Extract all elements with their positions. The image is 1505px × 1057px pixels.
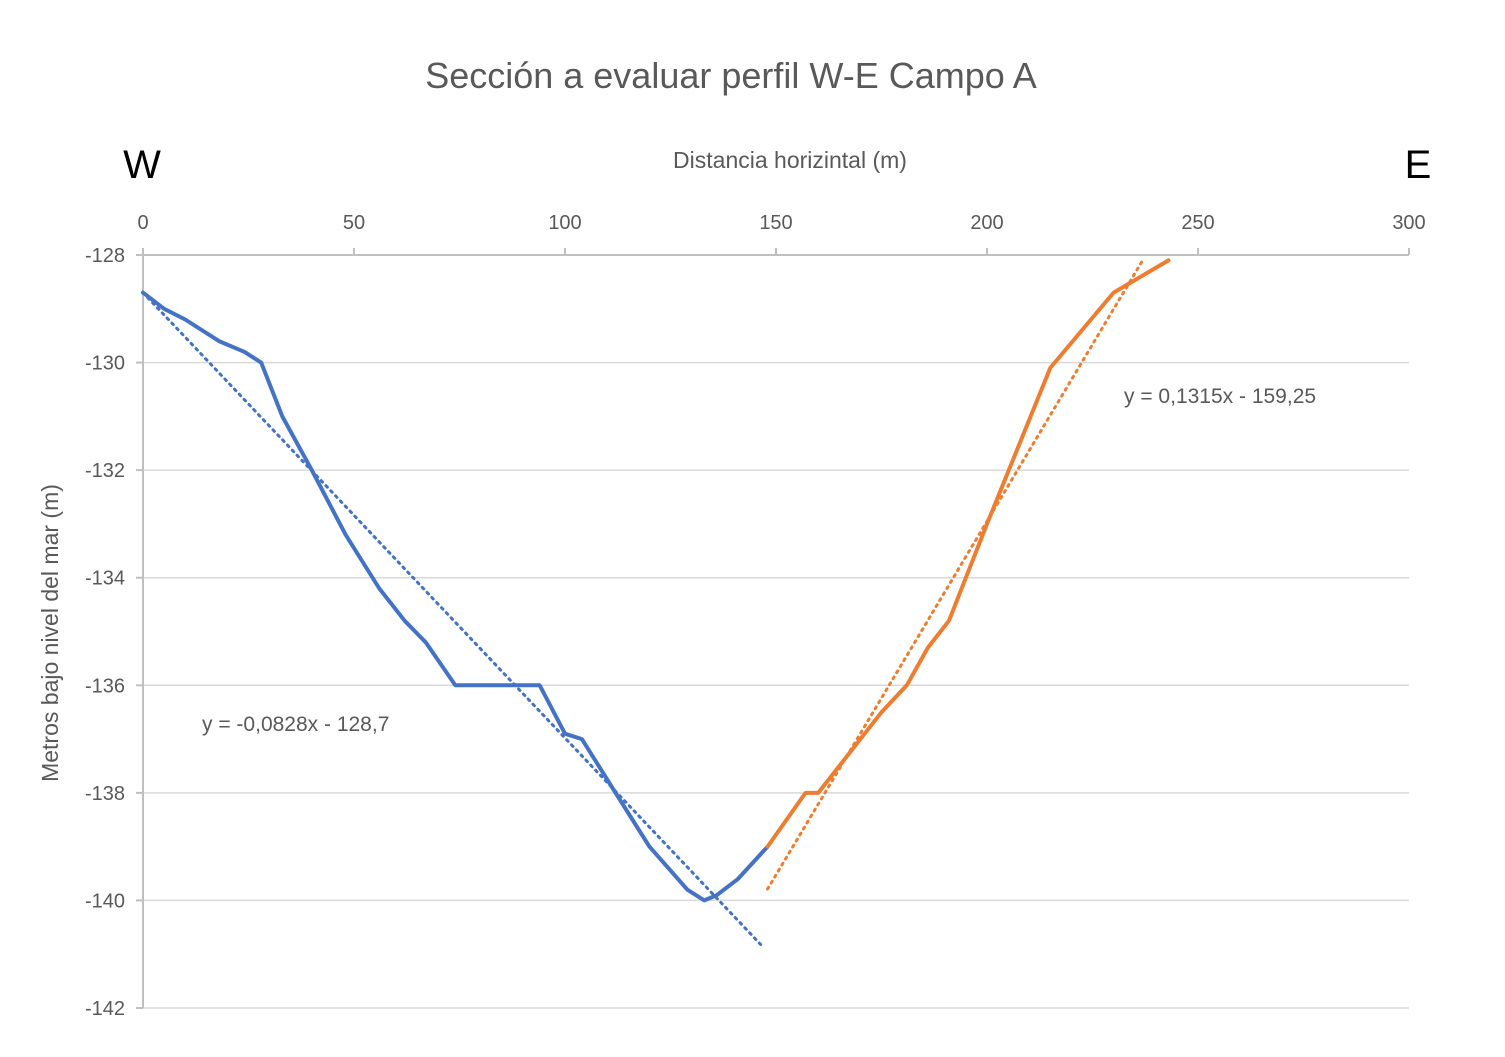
x-tick-label-5: 250 [1181, 212, 1214, 234]
y-axis-title: Metros bajo nivel del mar (m) [37, 484, 63, 782]
x-tick-label-3: 150 [759, 212, 792, 234]
y-tick-labels: -128 -130 -132 -134 -136 -138 -140 -142 [85, 245, 125, 1020]
direction-label-west: W [123, 143, 161, 187]
chart-title: Sección a evaluar perfil W-E Campo A [425, 55, 1037, 96]
axes [136, 248, 1410, 1009]
x-tick-label-6: 300 [1392, 212, 1425, 234]
x-tick-label-4: 200 [970, 212, 1003, 234]
trendline-equation-west: y = -0,0828x - 128,7 [202, 713, 389, 736]
gridlines [143, 361, 1409, 1009]
x-tick-label-1: 50 [343, 212, 365, 234]
y-tick-label-4: -136 [85, 675, 125, 697]
series-lines [141, 258, 1171, 903]
y-tick-label-3: -134 [85, 568, 125, 590]
series-line-1 [765, 258, 1171, 849]
y-tick-label-1: -130 [85, 353, 125, 375]
x-tick-label-2: 100 [548, 212, 581, 234]
y-tick-label-6: -140 [85, 890, 125, 912]
direction-label-east: E [1405, 143, 1432, 187]
y-tick-label-0: -128 [85, 245, 125, 267]
x-tick-labels: 0 50 100 150 200 250 300 [137, 212, 1425, 234]
y-tick-label-7: -142 [85, 998, 125, 1020]
trendline-1 [766, 258, 1145, 891]
y-tick-label-5: -138 [85, 783, 125, 805]
x-tick-label-0: 0 [137, 212, 148, 234]
trendline-equation-east: y = 0,1315x - 159,25 [1124, 385, 1316, 408]
y-tick-label-2: -132 [85, 460, 125, 482]
series-line-0 [141, 290, 770, 903]
x-axis-title: Distancia horizintal (m) [673, 147, 907, 173]
trendline-0 [141, 291, 765, 949]
trendlines [141, 258, 1145, 949]
